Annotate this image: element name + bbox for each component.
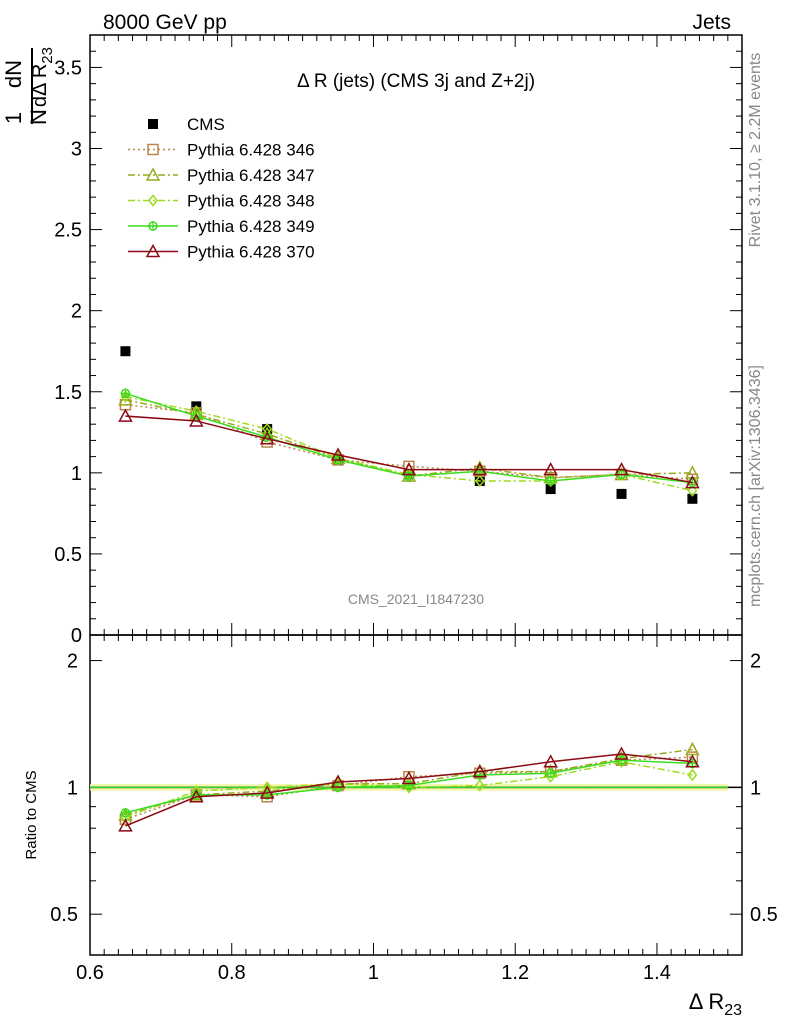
legend-marker-pythia-6-428-370 <box>145 243 161 258</box>
legend-marker-pythia-6-428-349 <box>148 221 158 231</box>
ratio-point-pythia-6-428-370 <box>543 754 558 768</box>
legend-marker-pythia-6-428-348 <box>148 194 158 207</box>
ratio-y-tick-label-right: 1 <box>750 777 761 799</box>
ratio-series-line-pythia-6-428-370 <box>125 753 693 827</box>
ratio-y-tick-label: 1 <box>67 777 78 799</box>
ratio-point-pythia-6-428-349 <box>120 807 131 818</box>
main-point-pythia-6-428-370 <box>543 462 558 476</box>
ratio-y-tick-label-right: 0.5 <box>750 904 778 926</box>
main-y-tick-label: 1 <box>71 463 82 485</box>
main-point-pythia-6-428-349 <box>545 475 556 486</box>
main-point-cms <box>120 346 131 357</box>
main-y-axis-label: 1 NdΔ R23 dN <box>1 47 56 125</box>
rivet-version-label: Rivet 3.1.10, ≥ 2.2M events <box>747 53 764 248</box>
main-y-tick-label: 1.5 <box>54 382 82 404</box>
legend-label-pythia-6-428-349: Pythia 6.428 349 <box>187 217 315 236</box>
main-point-pythia-6-428-370 <box>472 462 488 476</box>
ratio-point-pythia-6-428-349 <box>545 768 556 779</box>
svg-text:Ratio to CMS: Ratio to CMS <box>23 770 40 859</box>
main-point-pythia-6-428-348 <box>687 484 698 497</box>
ratio-y-tick-label: 2 <box>67 651 78 673</box>
legend-marker-pythia-6-428-347 <box>145 167 161 181</box>
legend-entry-pythia-6-428-349: Pythia 6.428 349 <box>128 217 315 236</box>
ratio-point-pythia-6-428-348 <box>545 770 556 783</box>
ratio-y-tick-label-right: 2 <box>750 651 761 673</box>
main-point-pythia-6-428-370 <box>118 408 133 422</box>
ratio-point-pythia-6-428-370 <box>614 746 629 760</box>
main-point-cms <box>545 484 556 495</box>
x-tick-label: 1.2 <box>501 962 529 984</box>
ratio-point-pythia-6-428-370 <box>118 818 133 832</box>
ratio-plot-panel: 0.6 0.8 1 1.2 1.4 0.5 0.5 1 1 2 2 <box>50 35 778 984</box>
legend: CMS Pythia 6.428 346 Pythia 6.428 347 Pythi… <box>128 115 315 262</box>
ratio-point-pythia-6-428-349 <box>403 780 414 791</box>
mcplots-label: mcplots.cern.ch [arXiv:1306.3436] <box>747 365 764 607</box>
ratio-y-tick-label: 0.5 <box>50 904 78 926</box>
legend-label-pythia-6-428-346: Pythia 6.428 346 <box>187 141 315 160</box>
main-point-pythia-6-428-348 <box>474 474 485 488</box>
ratio-point-pythia-6-428-370 <box>330 774 346 788</box>
header-right-label: Jets <box>692 11 731 34</box>
legend-label-pythia-6-428-347: Pythia 6.428 347 <box>187 166 315 185</box>
main-point-pythia-6-428-370 <box>685 475 700 489</box>
main-point-pythia-6-428-349 <box>403 471 414 482</box>
ratio-point-pythia-6-428-370 <box>189 789 204 803</box>
main-plot-panel: 0 0.5 1 1.5 2 2.5 3 3.5 <box>54 34 743 955</box>
ratio-y-axis-label: Ratio to CMS <box>23 770 40 859</box>
main-y-tick-label: 3.5 <box>54 57 82 79</box>
main-point-pythia-6-428-349 <box>120 388 131 399</box>
ratio-point-pythia-6-428-347 <box>685 741 700 756</box>
legend-entry-pythia-6-428-347: Pythia 6.428 347 <box>128 166 315 185</box>
main-point-pythia-6-428-347 <box>118 392 133 406</box>
legend-entry-pythia-6-428-370: Pythia 6.428 370 <box>128 243 315 262</box>
main-y-tick-label: 0 <box>71 625 82 647</box>
main-y-tick-label: 3 <box>71 139 82 161</box>
analysis-watermark: CMS_2021_I1847230 <box>348 591 484 607</box>
legend-label-pythia-6-428-348: Pythia 6.428 348 <box>187 192 315 211</box>
x-tick-label: 1 <box>368 962 379 984</box>
main-series-line-pythia-6-428-347 <box>125 399 693 479</box>
main-chart-title: Δ R (jets) (CMS 3j and Z+2j) <box>297 71 535 92</box>
main-point-cms <box>687 493 698 504</box>
legend-entry-pythia-6-428-346: Pythia 6.428 346 <box>128 141 315 160</box>
ratio-point-pythia-6-428-349 <box>616 755 627 766</box>
x-tick-label: 0.6 <box>76 962 104 984</box>
x-tick-label: 1.4 <box>643 962 671 984</box>
svg-text:dN: dN <box>1 60 26 88</box>
ratio-point-pythia-6-428-348 <box>687 768 698 782</box>
main-point-pythia-6-428-370 <box>189 413 204 427</box>
main-series-line-pythia-6-428-370 <box>125 415 693 484</box>
legend-label-cms: CMS <box>187 115 225 134</box>
ratio-point-pythia-6-428-370 <box>401 770 417 785</box>
ratio-point-pythia-6-428-370 <box>685 754 700 768</box>
svg-text:NdΔ R23: NdΔ R23 <box>26 47 56 125</box>
legend-marker-cms <box>148 119 158 129</box>
legend-entry-cms: CMS <box>148 115 225 134</box>
main-point-pythia-6-428-370 <box>614 462 629 476</box>
ratio-point-pythia-6-428-370 <box>259 785 275 799</box>
x-tick-label: 0.8 <box>218 962 246 984</box>
main-y-tick-label: 2.5 <box>54 220 82 242</box>
main-y-tick-label: 2 <box>71 301 82 323</box>
svg-text:1: 1 <box>1 112 26 124</box>
main-y-tick-label: 0.5 <box>54 544 82 566</box>
header-left-label: 8000 GeV pp <box>103 11 227 34</box>
main-point-cms <box>616 488 627 499</box>
legend-label-pythia-6-428-370: Pythia 6.428 370 <box>187 243 315 262</box>
ratio-point-pythia-6-428-370 <box>472 764 488 778</box>
main-point-pythia-6-428-370 <box>259 431 275 445</box>
main-point-pythia-6-428-370 <box>401 462 417 476</box>
main-point-pythia-6-428-370 <box>330 447 346 461</box>
ratio-x-axis-label: Δ R23 <box>689 989 742 1019</box>
ratio-plot-frame <box>89 634 743 956</box>
main-series-line-pythia-6-428-346 <box>125 403 693 481</box>
legend-marker-pythia-6-428-346 <box>147 143 159 156</box>
ratio-point-pythia-6-428-348 <box>474 779 485 792</box>
legend-entry-pythia-6-428-348: Pythia 6.428 348 <box>128 192 315 211</box>
